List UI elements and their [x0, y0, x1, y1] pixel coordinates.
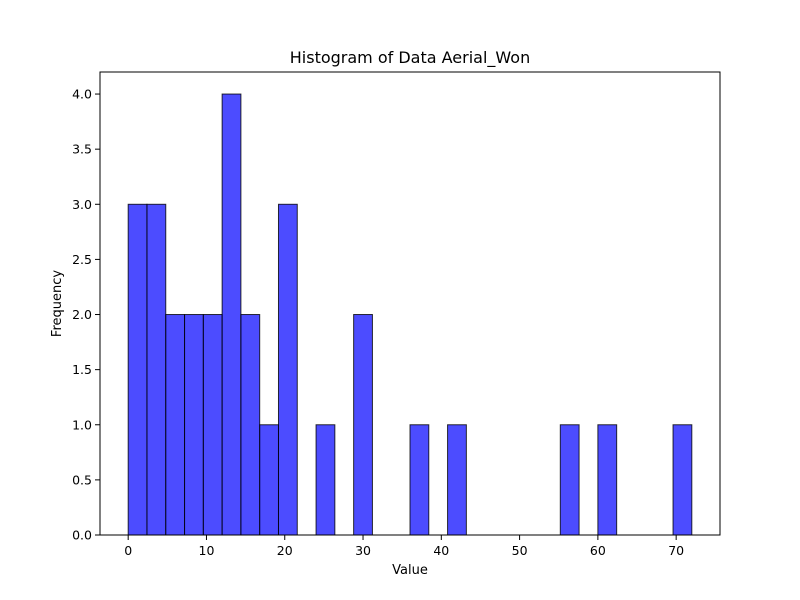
y-tick-label: 3.5 [72, 142, 92, 157]
histogram-bar [259, 424, 279, 536]
histogram-bar [202, 314, 223, 536]
y-tick-label: 4.0 [72, 87, 92, 102]
y-tick-label: 1.0 [72, 417, 92, 432]
bars-group [127, 93, 693, 536]
histogram-bar [127, 203, 148, 536]
y-axis-label: Frequency [50, 270, 65, 337]
y-tick-label: 2.5 [72, 252, 92, 267]
histogram-bar [165, 314, 186, 536]
histogram-bar [597, 424, 618, 536]
x-axis-label: Value [392, 563, 428, 578]
histogram-bar [353, 314, 373, 536]
x-tick-label: 10 [199, 543, 215, 558]
histogram-bar [409, 424, 430, 536]
y-tick-label: 1.5 [72, 362, 92, 377]
chart-title: Histogram of Data Aerial_Won [290, 48, 530, 68]
histogram-bar [184, 314, 204, 536]
plot-frame [99, 71, 721, 536]
y-axis-ticks: 0.0 0.5 1.0 1.5 2.0 2.5 3.0 3.5 4.0 [72, 87, 100, 543]
histogram-bar [146, 203, 167, 536]
x-tick-label: 20 [277, 543, 293, 558]
histogram-bar [315, 424, 336, 536]
histogram-bar [672, 424, 693, 536]
x-axis-ticks: 0 10 20 30 40 50 60 70 [124, 535, 684, 558]
x-tick-label: 30 [355, 543, 371, 558]
y-tick-label: 0.0 [72, 528, 92, 543]
histogram-bar [277, 203, 298, 536]
x-tick-label: 70 [668, 543, 684, 558]
x-tick-label: 40 [433, 543, 449, 558]
histogram-bar [240, 314, 261, 536]
y-tick-label: 3.0 [72, 197, 92, 212]
x-tick-label: 60 [590, 543, 606, 558]
histogram-bar [447, 424, 467, 536]
x-tick-label: 0 [124, 543, 132, 558]
histogram-bar [559, 424, 580, 536]
histogram-bar [221, 93, 242, 536]
y-tick-label: 0.5 [72, 472, 92, 487]
y-tick-label: 2.0 [72, 307, 92, 322]
x-tick-label: 50 [512, 543, 528, 558]
